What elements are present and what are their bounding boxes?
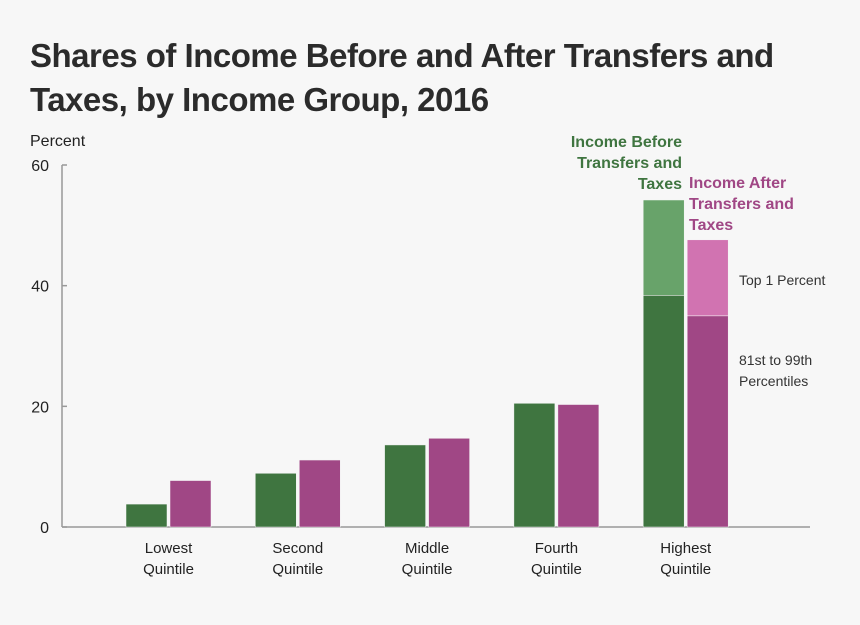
annotation-81-99-percentiles: Percentiles [739, 373, 808, 389]
legend-label-after: Income After [689, 175, 786, 192]
y-axis-label: Percent [30, 133, 86, 150]
bar [255, 473, 297, 528]
x-tick-label: Lowest [145, 540, 193, 557]
x-tick-label: Highest [660, 540, 712, 557]
y-tick-label: 0 [40, 520, 49, 537]
legend-label-before: Income Before [571, 134, 682, 151]
legend-label-before: Transfers and [577, 155, 682, 172]
legend-label-after: Transfers and [689, 196, 794, 213]
bar [686, 315, 729, 528]
x-tick-label: Quintile [402, 561, 453, 578]
bar [299, 459, 341, 528]
x-tick-label: Quintile [272, 561, 323, 578]
bar [384, 444, 426, 528]
legend-label-after: Taxes [689, 217, 733, 234]
bar [428, 438, 470, 528]
y-tick-label: 40 [31, 279, 49, 296]
bar-top-segment [686, 239, 729, 317]
y-tick-label: 60 [31, 158, 49, 175]
x-tick-label: Quintile [531, 561, 582, 578]
bar [642, 295, 685, 528]
bar [169, 480, 212, 528]
x-tick-label: Quintile [143, 561, 194, 578]
bar [557, 404, 600, 528]
bar-top-segment [642, 199, 685, 296]
x-tick-label: Second [272, 540, 323, 557]
x-tick-label: Quintile [660, 561, 711, 578]
x-tick-label: Middle [405, 540, 449, 557]
y-tick-label: 20 [31, 399, 49, 416]
annotation-top-1-percent: Top 1 Percent [739, 272, 825, 288]
chart-title: Shares of Income Before and After Transf… [30, 37, 774, 118]
x-tick-label: Fourth [535, 540, 578, 557]
legend-label-before: Taxes [638, 176, 682, 193]
bar [125, 503, 168, 528]
bar [513, 403, 556, 528]
annotation-81-99-percentiles: 81st to 99th [739, 352, 812, 368]
